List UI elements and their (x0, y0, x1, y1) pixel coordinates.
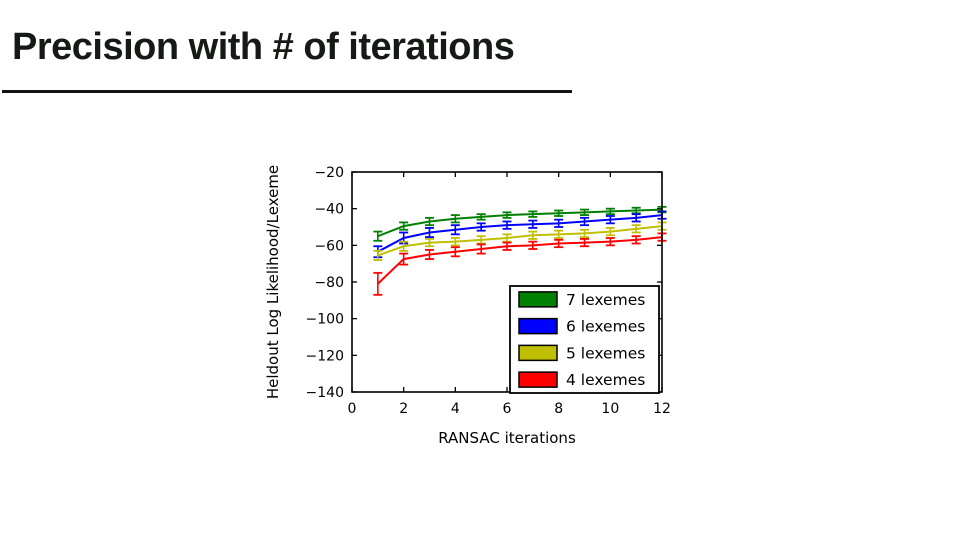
legend-swatch-5-lexemes (518, 344, 558, 362)
y-tick-label: −140 (306, 385, 344, 401)
legend-swatch-6-lexemes (518, 317, 558, 335)
y-tick-label: −20 (314, 165, 344, 181)
legend-label: 6 lexemes (566, 318, 645, 336)
plot-border (351, 171, 663, 393)
x-tick-label: 12 (653, 401, 671, 417)
legend-label: 4 lexemes (566, 371, 645, 389)
x-tick-label: 8 (554, 401, 563, 417)
y-tick-label: −40 (314, 202, 344, 218)
legend-swatch-4-lexemes (518, 371, 558, 388)
x-axis-label: RANSAC iterations (438, 429, 576, 447)
title-underline (2, 90, 572, 93)
y-tick-label: −80 (314, 275, 344, 291)
series-line-7-lexemes (377, 208, 663, 238)
x-tick-label: 6 (503, 401, 512, 417)
y-tick-label: −60 (314, 238, 344, 254)
y-tick-label: −100 (306, 312, 344, 328)
series-line-6-lexemes (377, 214, 663, 253)
series-line-5-lexemes (377, 225, 663, 257)
y-tick-label: −120 (306, 348, 344, 364)
x-tick-label: 10 (601, 401, 619, 417)
series-line-4-lexemes (377, 236, 663, 285)
legend-label: 7 lexemes (566, 291, 645, 309)
legend-swatch-7-lexemes (518, 291, 558, 308)
x-tick-label: 0 (348, 401, 357, 417)
x-tick-label: 4 (451, 401, 460, 417)
page-title: Precision with # of iterations (12, 26, 515, 68)
x-tick-label: 2 (399, 401, 408, 417)
precision-chart: 0 2 4 6 8 10 12 −20 −40 −60 −80 −100 −120 −140 RANSAC … (264, 165, 671, 447)
legend-label: 5 lexemes (566, 344, 645, 362)
y-axis-label: Heldout Log Likelihood/Lexeme (264, 165, 282, 399)
